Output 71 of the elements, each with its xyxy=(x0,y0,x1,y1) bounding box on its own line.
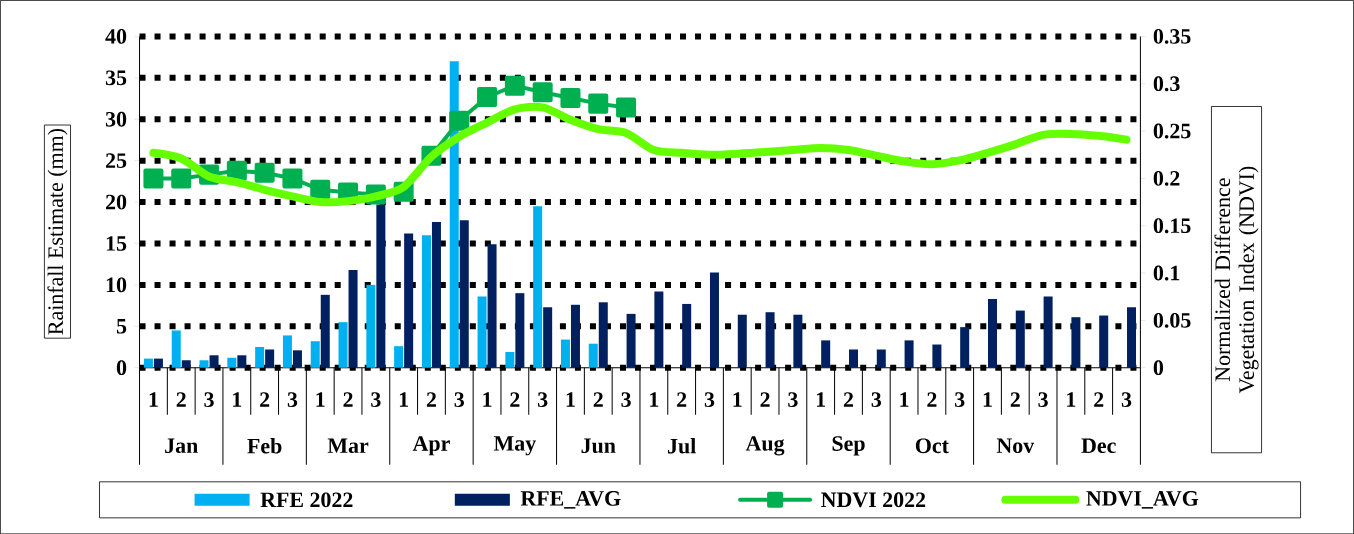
x-tick-label: 1 xyxy=(816,392,826,407)
x-tick-label: 3 xyxy=(287,392,298,407)
x-tick-label: 1 xyxy=(733,392,742,407)
x-tick-label: 1 xyxy=(399,392,408,407)
y2-tick-label: 0.3 xyxy=(1153,76,1180,92)
y-tick-label: 5 xyxy=(116,318,127,334)
x-tick-label: 3 xyxy=(955,392,965,407)
x-tick-label: 2 xyxy=(927,392,937,407)
x-tick-label: 3 xyxy=(204,392,214,407)
y2-tick-label: 0.25 xyxy=(1153,123,1191,139)
x-tick-label: 3 xyxy=(371,392,381,407)
y-tick-label: 30 xyxy=(105,111,127,127)
text: Sep xyxy=(832,436,865,456)
text: Jun xyxy=(581,438,616,453)
x-tick-label: 2 xyxy=(593,392,603,407)
y2-tick-label: 0 xyxy=(1153,360,1164,375)
x-tick-label: 3 xyxy=(454,392,464,407)
x-tick-label: 2 xyxy=(510,392,520,407)
x-tick-label: 2 xyxy=(426,392,436,407)
x-tick-label: 1 xyxy=(983,392,992,407)
y-tick-label: 15 xyxy=(106,236,127,251)
x-tick-label: 1 xyxy=(483,392,492,407)
x-tick-label: 1 xyxy=(233,392,242,407)
y-tick-label: 25 xyxy=(106,153,127,168)
text: Mar xyxy=(327,438,369,453)
x-tick-label: 3 xyxy=(621,392,631,407)
y2-tick-label: 0.2 xyxy=(1153,170,1180,186)
x-tick-label: 2 xyxy=(1010,392,1020,407)
x-tick-label: 3 xyxy=(538,392,548,407)
text: Feb xyxy=(247,437,282,454)
text: Nov xyxy=(996,438,1035,453)
x-tick-label: 2 xyxy=(176,392,186,407)
x-tick-label: 3 xyxy=(1121,392,1132,407)
legend-label: RFE 2022 xyxy=(260,492,353,508)
x-tick-label: 2 xyxy=(760,392,770,407)
x-tick-label: 2 xyxy=(343,392,353,407)
y2-tick-label: 0.1 xyxy=(1153,265,1180,281)
text: Aug xyxy=(745,436,785,456)
x-tick-label: 2 xyxy=(843,392,854,407)
x-tick-label: 2 xyxy=(677,392,687,407)
y2-tick-label: 0.05 xyxy=(1153,312,1191,328)
y-axis-title: Rainfall Estimate (mm) xyxy=(47,128,68,335)
x-tick-label: 1 xyxy=(316,392,325,407)
x-tick-label: 1 xyxy=(149,392,158,407)
y-tick-label: 0 xyxy=(116,360,127,375)
text: May xyxy=(493,436,536,456)
y2-axis-title: Normalized Difference Vegetation Index (NDVI) xyxy=(1214,166,1259,394)
y2-tick-label: 0.35 xyxy=(1153,28,1191,44)
y-tick-label: 10 xyxy=(106,277,127,293)
x-tick-label: 2 xyxy=(260,392,270,407)
x-tick-label: 1 xyxy=(900,392,909,407)
text: Jul xyxy=(668,437,696,454)
x-tick-label: 1 xyxy=(1067,392,1076,407)
legend-label: NDVI 2022 xyxy=(821,492,926,508)
x-tick-label: 3 xyxy=(704,392,715,407)
x-tick-label: 2 xyxy=(1094,392,1104,407)
y-tick-label: 35 xyxy=(105,70,127,86)
legend-label: RFE_AVG xyxy=(520,490,621,509)
legend-label: NDVI_AVG xyxy=(1086,490,1199,509)
text: Oct xyxy=(915,438,949,454)
text: Dec xyxy=(1081,438,1116,453)
x-tick-label: 1 xyxy=(566,392,575,407)
x-tick-label: 3 xyxy=(871,392,882,407)
y-tick-label: 20 xyxy=(106,194,127,210)
y2-tick-label: 0.15 xyxy=(1153,218,1191,234)
text: Jan xyxy=(165,438,198,453)
y-tick-label: 40 xyxy=(105,28,127,44)
x-tick-label: 1 xyxy=(650,392,659,407)
text: Apr xyxy=(412,436,450,456)
x-tick-label: 3 xyxy=(788,392,798,407)
x-tick-label: 3 xyxy=(1038,392,1048,407)
